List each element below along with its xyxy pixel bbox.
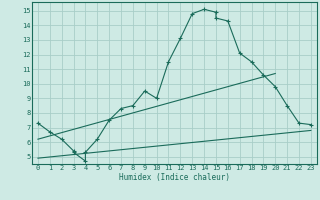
X-axis label: Humidex (Indice chaleur): Humidex (Indice chaleur) xyxy=(119,173,230,182)
